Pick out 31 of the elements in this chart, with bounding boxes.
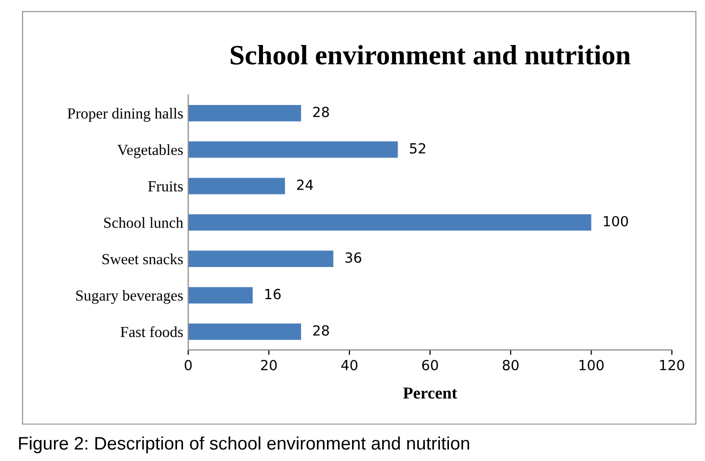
data-label: 24: [297, 180, 313, 190]
data-label: 36: [345, 252, 362, 263]
x-tick-label: 120: [660, 360, 684, 370]
data-label: 28: [313, 106, 329, 118]
bar: [188, 250, 334, 268]
x-axis-title: Percent: [403, 388, 458, 399]
bar: [188, 287, 253, 304]
data-label: 52: [410, 143, 426, 154]
bar: [188, 214, 592, 231]
caption: Figure 2: Description of school environment and nutrition: [19, 436, 470, 454]
bar: [188, 141, 398, 158]
data-label: 16: [265, 288, 281, 300]
x-tick-label: 80: [502, 360, 519, 370]
data-label: 28: [313, 325, 329, 336]
y-tick-label: Sweet snacks: [102, 254, 183, 264]
x-tick-label: 20: [261, 360, 277, 370]
chart-title: School environment and nutrition: [230, 45, 630, 65]
y-tick-label: Vegetables: [117, 144, 183, 158]
data-label: 100: [604, 216, 628, 226]
x-tick-label: 100: [580, 360, 604, 370]
y-tick-label: Sugary beverages: [76, 290, 183, 304]
bar: [188, 104, 302, 122]
y-tick-label: Proper dining halls: [68, 108, 183, 122]
x-tick-label: 0: [184, 360, 192, 370]
bar: [188, 323, 302, 340]
y-tick-label: Fast foods: [120, 326, 183, 338]
y-tick-label: Fruits: [148, 181, 183, 192]
y-tick-label: School lunch: [104, 217, 184, 228]
bar: [188, 178, 285, 194]
x-tick-label: 40: [341, 360, 358, 370]
x-tick-label: 60: [422, 360, 438, 370]
